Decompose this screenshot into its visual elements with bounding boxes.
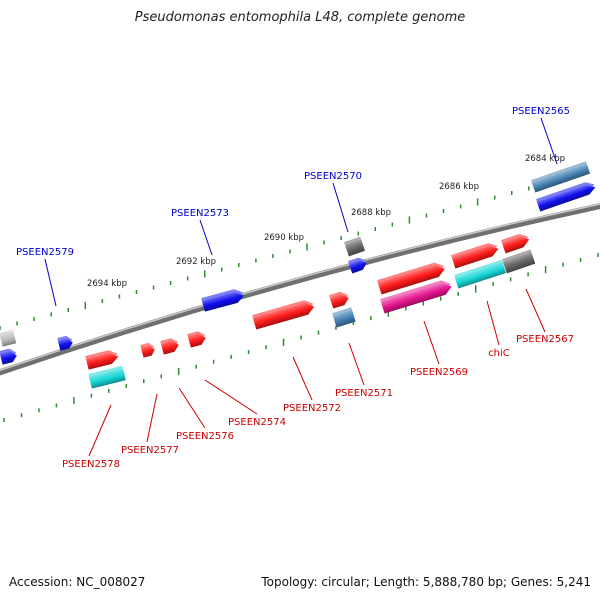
gene-PSEEN2571-arrow bbox=[329, 291, 349, 309]
gene-PSEEN2569-magenta bbox=[380, 280, 452, 314]
gene-PSEEN2576-arrow bbox=[160, 338, 179, 355]
kbp-label: 2692 kbp bbox=[176, 257, 216, 267]
gene-chiC-cyan bbox=[454, 259, 506, 289]
gene-leader-line bbox=[525, 288, 546, 333]
gene-label-lower: PSEEN2574 bbox=[228, 417, 286, 428]
gene-leader-line bbox=[292, 356, 313, 401]
gene-leader-line bbox=[332, 182, 349, 233]
gene-label-lower: PSEEN2576 bbox=[176, 431, 234, 442]
gene-label-lower: PSEEN2578 bbox=[62, 459, 120, 470]
gene-label-lower: PSEEN2577 bbox=[121, 445, 179, 456]
gene-leader-line bbox=[486, 300, 500, 346]
gene-label-upper: PSEEN2573 bbox=[171, 208, 229, 219]
gene-label-lower: PSEEN2571 bbox=[335, 388, 393, 399]
genome-backbone-highlight bbox=[0, 203, 600, 372]
gene-blue-arrow-b bbox=[348, 257, 367, 274]
kbp-label: 2686 kbp bbox=[439, 182, 479, 192]
gene-leader-line bbox=[88, 404, 112, 457]
gene-label-lower: PSEEN2567 bbox=[516, 334, 574, 345]
gene-leader-line bbox=[146, 393, 158, 443]
gene-label-lower: PSEEN2569 bbox=[410, 367, 468, 378]
gene-PSEEN2579-arrow bbox=[57, 335, 73, 351]
gene-leader-line bbox=[199, 219, 213, 256]
gene-label-upper: PSEEN2570 bbox=[304, 171, 362, 182]
gene-PSEEN2567-block bbox=[502, 249, 536, 274]
gene-label-upper: PSEEN2565 bbox=[512, 106, 570, 117]
gene-red-arrow-1 bbox=[501, 233, 530, 254]
gene-PSEEN2569-red bbox=[377, 262, 445, 295]
gene-chiC-arrow bbox=[451, 243, 499, 269]
gene-leader-line bbox=[178, 387, 206, 429]
kbp-label: 2694 kbp bbox=[87, 279, 127, 289]
kbp-label: 2688 kbp bbox=[351, 208, 391, 218]
gene-PSEEN2574-arrow bbox=[187, 331, 206, 348]
gene-blue-arrow-c bbox=[0, 348, 17, 365]
gene-PSEEN2573-arrow bbox=[201, 289, 244, 312]
gene-blue-arrow-a bbox=[536, 182, 596, 212]
gene-PSEEN2565-arrow bbox=[531, 161, 591, 193]
genome-summary: Topology: circular; Length: 5,888,780 bp… bbox=[261, 575, 591, 589]
gene-PSEEN2577-arrow bbox=[140, 342, 155, 358]
map-title: Pseudomonas entomophila L48, complete ge… bbox=[134, 10, 466, 25]
gene-label-upper: PSEEN2579 bbox=[16, 247, 74, 258]
gene-PSEEN2578-arrow bbox=[85, 350, 119, 370]
gene-PSEEN2572-arrow bbox=[252, 300, 315, 330]
gene-PSEEN2578-cyan bbox=[88, 365, 126, 389]
gene-silver-block bbox=[0, 329, 17, 347]
gene-leader-line bbox=[204, 379, 258, 415]
gene-leader-line bbox=[423, 320, 440, 365]
gene-leader-line bbox=[348, 342, 365, 386]
genome-backbone bbox=[0, 203, 600, 376]
gene-label-lower: chiC bbox=[488, 348, 510, 359]
gene-PSEEN2571-steel bbox=[332, 307, 356, 328]
kbp-label: 2690 kbp bbox=[264, 233, 304, 243]
gene-PSEEN2570-block bbox=[344, 236, 365, 257]
gene-leader-line bbox=[44, 258, 57, 307]
accession-label: Accession: NC_008027 bbox=[9, 575, 146, 589]
kbp-label: 2684 kbp bbox=[525, 154, 565, 164]
gene-label-lower: PSEEN2572 bbox=[283, 403, 341, 414]
gene-leader-line bbox=[540, 117, 558, 165]
